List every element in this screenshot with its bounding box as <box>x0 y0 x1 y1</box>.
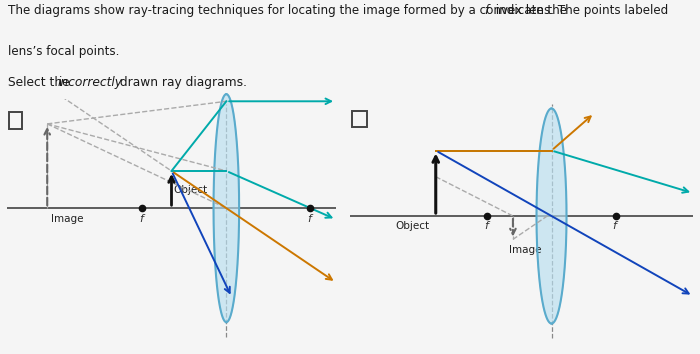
Text: Object: Object <box>174 185 207 195</box>
Text: $f$: $f$ <box>307 212 314 224</box>
Bar <box>352 111 368 127</box>
Text: $f$: $f$ <box>612 219 620 231</box>
Bar <box>9 112 22 129</box>
Text: indicate the: indicate the <box>491 4 567 17</box>
Polygon shape <box>214 94 239 322</box>
Text: Select the: Select the <box>8 76 74 89</box>
Text: The diagrams show ray-tracing techniques for locating the image formed by a conv: The diagrams show ray-tracing techniques… <box>8 4 673 17</box>
Polygon shape <box>536 108 566 324</box>
Text: Image: Image <box>509 245 541 255</box>
Text: $f$: $f$ <box>139 212 146 224</box>
Text: Object: Object <box>395 221 429 231</box>
Text: Image: Image <box>51 214 83 224</box>
Text: $f$: $f$ <box>484 219 491 231</box>
Text: f: f <box>484 4 489 17</box>
Text: incorrectly: incorrectly <box>57 76 122 89</box>
Text: drawn ray diagrams.: drawn ray diagrams. <box>116 76 247 89</box>
Text: lens’s focal points.: lens’s focal points. <box>8 45 120 58</box>
